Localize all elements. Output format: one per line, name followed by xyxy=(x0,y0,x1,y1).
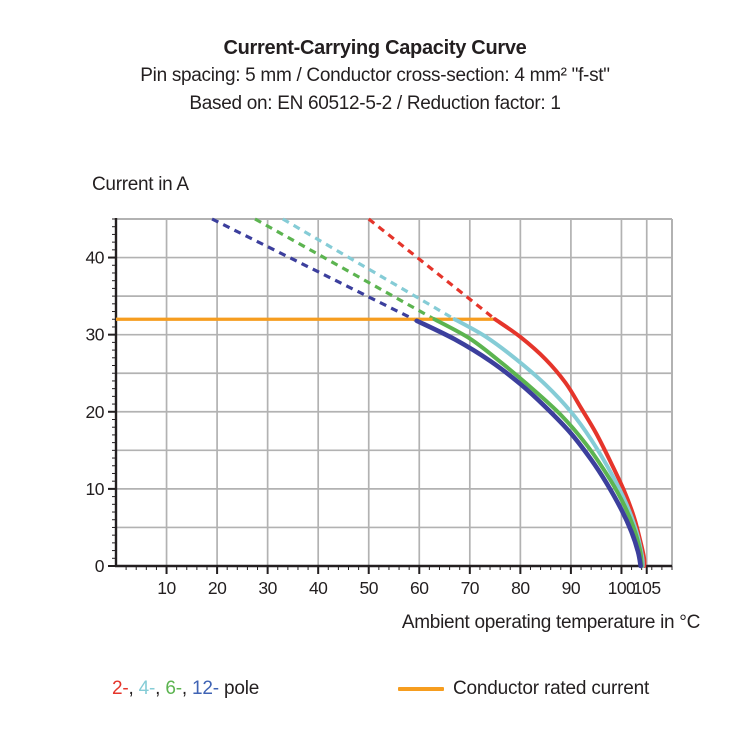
legend-separator: , xyxy=(155,678,166,699)
page-title: Current-Carrying Capacity Curve xyxy=(223,37,527,59)
6-pole-curve xyxy=(432,317,644,568)
y-axis-title: Current in A xyxy=(92,174,189,195)
rated-current-swatch xyxy=(398,687,444,691)
legend-separator: , xyxy=(128,678,139,699)
pole-legend-item: 12- xyxy=(192,678,219,699)
x-tick-label: 10 xyxy=(157,578,176,598)
y-tick-label: 30 xyxy=(86,325,105,345)
legend-rated-current: Conductor rated current xyxy=(398,678,649,700)
y-tick-label: 20 xyxy=(86,402,105,422)
subtitle-standard: Based on: EN 60512-5-2 / Reduction facto… xyxy=(189,93,561,114)
x-tick-label: 80 xyxy=(511,578,530,598)
x-tick-label: 90 xyxy=(562,578,581,598)
x-tick-label: 20 xyxy=(208,578,227,598)
12-pole-dashed-line xyxy=(211,217,418,323)
x-tick-label: 60 xyxy=(410,578,429,598)
x-tick-label: 105 xyxy=(633,578,661,598)
12-pole-curve xyxy=(414,318,643,569)
legend-poles: 2-, 4-, 6-, 12- pole xyxy=(112,678,259,700)
x-tick-label: 50 xyxy=(359,578,378,598)
legend-separator: , xyxy=(181,678,193,699)
x-tick-label: 40 xyxy=(309,578,328,598)
y-tick-label: 40 xyxy=(86,248,105,268)
pole-legend-item: 6- xyxy=(165,678,182,699)
y-tick-label: 10 xyxy=(86,479,105,499)
x-axis-title: Ambient operating temperature in °C xyxy=(401,612,700,633)
subtitle-pin-spacing: Pin spacing: 5 mm / Conductor cross-sect… xyxy=(140,65,610,86)
x-tick-label: 30 xyxy=(258,578,277,598)
6-pole-dashed-line xyxy=(254,217,436,321)
x-tick-label: 100 xyxy=(608,578,636,598)
legend-separator: pole xyxy=(218,678,260,699)
4-pole-dashed-line xyxy=(281,217,456,321)
y-tick-label: 0 xyxy=(95,556,105,576)
pole-legend-item: 4- xyxy=(138,678,156,699)
pole-legend-item: 2- xyxy=(112,678,129,699)
rated-current-label: Conductor rated current xyxy=(453,678,650,699)
2-pole-dashed-line xyxy=(367,217,497,321)
chart-header: Current-Carrying Capacity Curve Pin spac… xyxy=(0,34,750,118)
x-tick-label: 70 xyxy=(461,578,480,598)
